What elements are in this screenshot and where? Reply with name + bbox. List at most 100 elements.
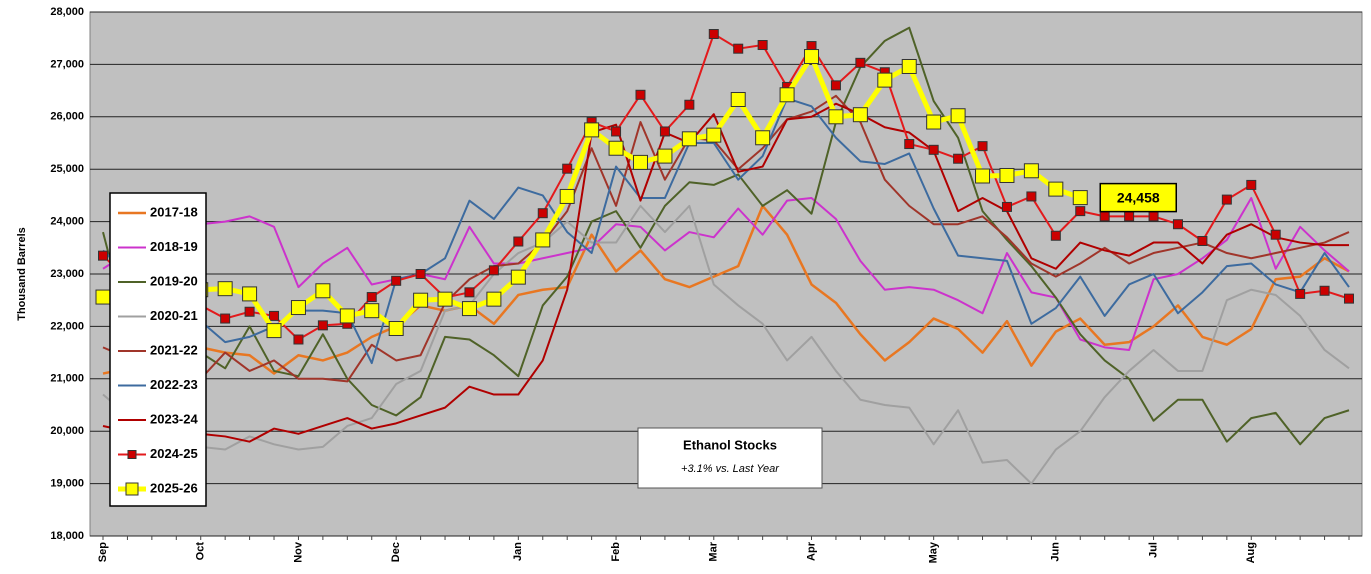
- value-label-box: [1099, 182, 1178, 213]
- series-marker: [1099, 211, 1110, 222]
- series-marker: [584, 122, 600, 138]
- legend-label: 2018-19: [150, 239, 198, 254]
- series-line: [102, 26, 1350, 446]
- x-tick-label: Dec: [390, 542, 402, 562]
- series-marker: [855, 57, 866, 68]
- series-line: [102, 204, 1350, 485]
- series-marker: [950, 108, 966, 124]
- annotation-title: Ethanol Stocks: [683, 437, 777, 452]
- series-marker: [779, 87, 795, 103]
- x-tick-label: Nov: [292, 541, 304, 563]
- series-marker: [928, 144, 939, 155]
- y-tick-label: 18,000: [50, 530, 84, 542]
- series-marker: [1221, 194, 1232, 205]
- series-marker: [611, 126, 622, 137]
- series-marker: [755, 130, 771, 146]
- series-marker: [977, 141, 988, 152]
- legend-label: 2017-18: [150, 204, 198, 219]
- x-tick-label: May: [928, 541, 940, 563]
- x-tick-label: Jun: [1050, 542, 1062, 562]
- series-marker: [608, 140, 624, 156]
- series-marker: [1026, 191, 1037, 202]
- series-marker: [388, 320, 404, 336]
- series-marker: [413, 292, 429, 308]
- series-marker: [659, 126, 670, 137]
- series-marker: [366, 292, 377, 303]
- y-tick-label: 25,000: [50, 163, 84, 175]
- y-tick-label: 27,000: [50, 58, 84, 70]
- series-marker: [1075, 206, 1086, 217]
- series-marker: [1197, 235, 1208, 246]
- series-marker: [684, 99, 695, 110]
- series-marker: [830, 80, 841, 91]
- x-tick-label: Sep: [97, 542, 109, 562]
- legend-marker: [125, 482, 139, 496]
- x-tick-label: Jul: [1147, 542, 1159, 558]
- x-tick-label: Feb: [610, 542, 622, 562]
- legend-label: 2022-23: [150, 377, 198, 392]
- series-marker: [217, 281, 233, 297]
- series-marker: [877, 72, 893, 88]
- series-marker: [828, 109, 844, 125]
- legend-label: 2025-26: [150, 480, 198, 495]
- series-marker: [706, 127, 722, 143]
- series-marker: [220, 313, 231, 324]
- series-marker: [1172, 219, 1183, 230]
- series-marker: [266, 323, 282, 339]
- series-marker: [1048, 181, 1064, 197]
- y-tick-label: 21,000: [50, 373, 84, 385]
- series-marker: [953, 153, 964, 164]
- series-marker: [510, 269, 526, 285]
- series-marker: [852, 107, 868, 123]
- series-marker: [98, 250, 108, 261]
- x-tick-label: Apr: [805, 541, 817, 561]
- series-marker: [757, 40, 768, 51]
- y-tick-label: 19,000: [50, 478, 84, 490]
- series-marker: [999, 167, 1015, 183]
- x-tick-label: Oct: [195, 542, 207, 561]
- annotation-subtitle: +3.1% vs. Last Year: [681, 463, 780, 475]
- series-marker: [1072, 190, 1088, 206]
- series-marker: [1001, 201, 1012, 212]
- series-marker: [1148, 211, 1159, 222]
- series-marker: [708, 29, 719, 40]
- series-marker: [632, 154, 648, 170]
- annotation-box: [637, 427, 823, 489]
- series-line: [102, 97, 1350, 365]
- series-marker: [315, 283, 331, 299]
- series-line: [102, 33, 1350, 341]
- y-tick-label: 24,000: [50, 216, 84, 228]
- series-marker: [901, 58, 917, 74]
- series-marker: [1023, 163, 1039, 179]
- series-marker: [290, 300, 306, 316]
- y-tick-label: 28,000: [50, 6, 84, 18]
- series-marker: [513, 236, 524, 247]
- series-marker: [464, 287, 475, 298]
- legend-label: 2019-20: [150, 273, 198, 288]
- series-marker: [1270, 229, 1281, 240]
- series-marker: [562, 163, 573, 174]
- series-marker: [975, 168, 991, 184]
- series-marker: [559, 188, 575, 204]
- y-tick-label: 26,000: [50, 111, 84, 123]
- series-marker: [242, 286, 258, 302]
- series-marker: [1050, 230, 1061, 241]
- legend-label: 2020-21: [150, 308, 198, 323]
- series-marker: [1344, 293, 1354, 304]
- series-marker: [537, 208, 548, 219]
- series-line: [102, 102, 1349, 443]
- series-marker: [730, 92, 746, 108]
- series-line: [102, 204, 1350, 375]
- series-line: [102, 94, 1350, 383]
- x-tick-label: Aug: [1245, 542, 1257, 563]
- series-marker: [926, 114, 942, 130]
- series-marker: [681, 131, 697, 147]
- series-marker: [535, 232, 551, 248]
- series-marker: [437, 291, 453, 307]
- y-axis-title: Thousand Barrels: [16, 227, 28, 321]
- series-marker: [461, 301, 477, 317]
- legend-marker: [127, 450, 137, 459]
- y-tick-label: 22,000: [50, 320, 84, 332]
- series-marker: [244, 306, 255, 317]
